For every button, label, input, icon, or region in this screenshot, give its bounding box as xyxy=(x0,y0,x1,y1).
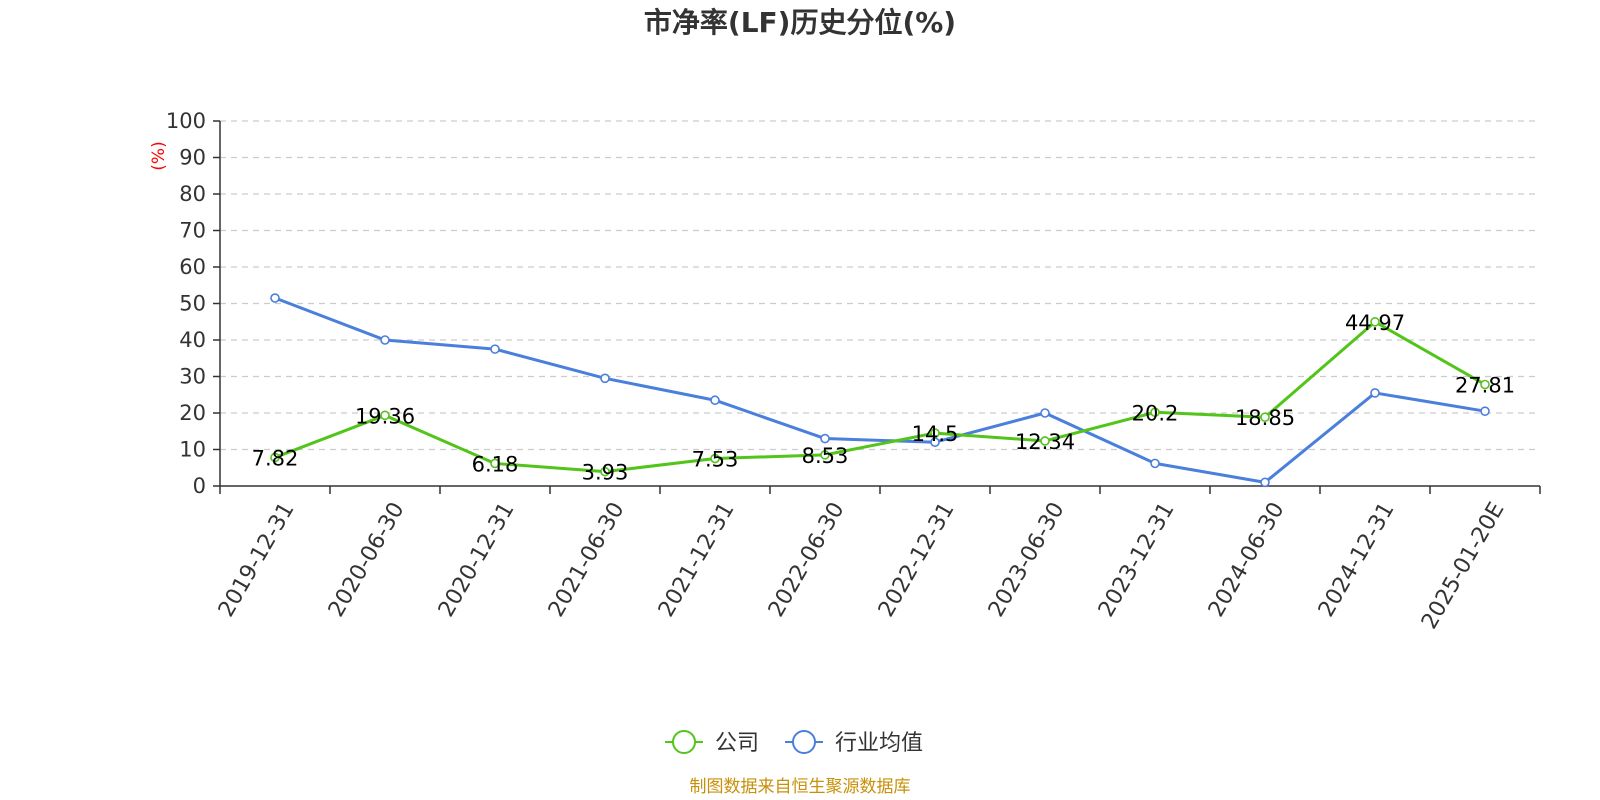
legend-label: 公司 xyxy=(715,731,759,756)
y-tick-label: 100 xyxy=(166,109,206,133)
data-point xyxy=(930,437,940,448)
data-point xyxy=(1370,388,1380,398)
data-label: 20.2 xyxy=(1132,401,1179,425)
data-label: 12.34 xyxy=(1015,430,1075,454)
data-point xyxy=(270,293,280,303)
data-point xyxy=(1260,477,1270,488)
data-label: 7.82 xyxy=(252,446,299,470)
data-point xyxy=(1040,408,1050,418)
x-axis-ticks: 2019-12-31 2020-06-30 2020-12-31 2021-06-30… xyxy=(214,486,1541,633)
y-axis-ticks: 0 10 20 30 40 50 60 70 80 90 100 xyxy=(166,109,220,498)
series-layer xyxy=(270,293,1490,488)
x-tick-label: 2023-06-30 xyxy=(984,498,1070,621)
data-point xyxy=(820,450,830,460)
data-label: 27.81 xyxy=(1455,373,1515,397)
data-label: 3.93 xyxy=(582,461,629,485)
x-tick-label: 2019-12-31 xyxy=(214,498,300,621)
legend: 公司 行业均值 xyxy=(665,730,923,756)
y-tick-label: 70 xyxy=(179,219,206,243)
data-point xyxy=(600,373,610,384)
data-point xyxy=(490,458,500,469)
series-line xyxy=(274,296,1486,484)
grid-lines xyxy=(220,120,1540,451)
legend-marker xyxy=(672,730,696,754)
data-point xyxy=(270,452,280,463)
chart-title: 市净率(LF)历史分位(%) xyxy=(644,6,956,39)
data-point xyxy=(380,335,390,345)
x-tick-label: 2025-01-20E xyxy=(1417,498,1510,633)
legend-label: 行业均值 xyxy=(835,731,923,756)
data-label: 14.5 xyxy=(912,422,959,446)
x-tick-label: 2020-06-30 xyxy=(324,498,410,621)
y-tick-label: 10 xyxy=(179,438,206,462)
data-label: 6.18 xyxy=(472,452,519,476)
data-label: 44.97 xyxy=(1345,311,1405,335)
data-label: 18.85 xyxy=(1235,406,1295,430)
data-point xyxy=(380,410,390,421)
y-tick-label: 60 xyxy=(179,255,206,279)
y-tick-label: 80 xyxy=(179,182,206,206)
data-labels: 7.82 19.36 6.18 3.93 7.53 8.53 14.5 12.34 20.2 18… xyxy=(252,311,1515,485)
source-note: 制图数据来自恒生聚源数据库 xyxy=(690,777,911,797)
data-point xyxy=(1150,458,1160,469)
y-tick-label: 0 xyxy=(193,474,206,498)
y-axis-unit-label: (%) xyxy=(149,141,169,170)
x-tick-label: 2022-06-30 xyxy=(764,498,850,621)
y-tick-label: 40 xyxy=(179,328,206,352)
data-label: 7.53 xyxy=(692,448,739,472)
data-point xyxy=(1370,317,1380,327)
x-tick-label: 2023-12-31 xyxy=(1094,498,1180,621)
data-point xyxy=(1040,436,1050,446)
data-point xyxy=(1480,406,1490,416)
data-point xyxy=(1480,379,1490,390)
data-point xyxy=(710,453,720,464)
x-tick-label: 2021-06-30 xyxy=(544,498,630,621)
y-tick-label: 90 xyxy=(179,146,206,170)
y-tick-label: 30 xyxy=(179,365,206,389)
x-tick-label: 2022-12-31 xyxy=(874,498,960,621)
data-label: 8.53 xyxy=(802,444,849,468)
y-tick-label: 50 xyxy=(179,292,206,316)
data-point xyxy=(1260,412,1270,422)
data-point xyxy=(930,428,940,438)
x-tick-label: 2024-06-30 xyxy=(1204,498,1290,621)
data-point xyxy=(820,433,830,444)
data-point xyxy=(710,395,720,406)
data-point xyxy=(600,466,610,477)
x-tick-label: 2021-12-31 xyxy=(654,498,740,621)
data-point xyxy=(1150,407,1160,418)
x-tick-label: 2024-12-31 xyxy=(1314,498,1400,621)
data-point xyxy=(490,344,500,354)
y-tick-label: 20 xyxy=(179,401,206,425)
legend-marker xyxy=(792,730,816,754)
series-line xyxy=(274,320,1486,474)
x-tick-label: 2020-12-31 xyxy=(434,498,520,621)
data-label: 19.36 xyxy=(355,404,415,428)
